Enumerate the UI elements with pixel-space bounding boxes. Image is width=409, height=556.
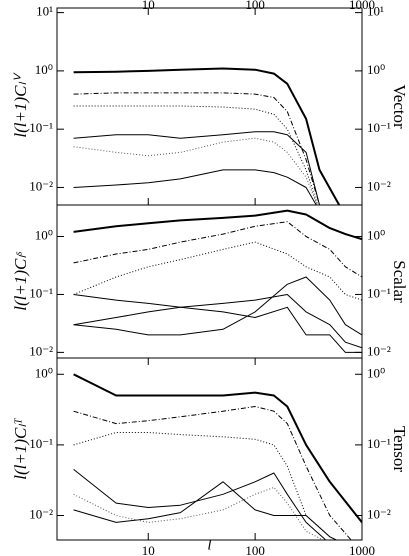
panel-title: Scalar [390,260,409,303]
plot-area [73,373,362,540]
series-line [73,406,352,540]
series-line [73,67,341,205]
series-line [73,169,317,205]
y-tick-label-right: 10⁻² [367,343,391,358]
x-tick-label: 10 [142,0,155,12]
frame [56,357,363,541]
y-tick-label-right: 10⁻¹ [367,120,391,135]
y-tick-label-right: 10¹ [367,4,384,19]
x-tick-label: 100 [245,0,265,12]
y-tick-label: 10⁰ [35,228,53,243]
plot-area [73,67,341,205]
series-line [73,209,362,241]
x-tick-label: 10 [142,543,155,556]
y-tick-label: 10⁰ [35,365,53,380]
y-tick-label: 10⁻² [29,343,53,358]
y-tick-label: 10⁻¹ [29,285,53,300]
y-tick-label: 10⁰ [35,62,53,77]
series-line [73,294,362,349]
series-line [73,469,327,540]
y-tick-label-right: 10⁰ [367,365,385,380]
y-tick-label-right: 10⁻¹ [367,436,391,451]
series-line [73,131,321,205]
y-tick-label-right: 10⁰ [367,62,385,77]
y-tick-label: 10¹ [36,4,53,19]
series-line [73,373,362,524]
y-tick-label: 10⁻¹ [29,436,53,451]
panel-title: Tensor [390,426,409,472]
y-axis-label: l(l+1)Cₗⱽ [11,72,30,138]
series-line [73,221,362,278]
series-line [73,276,362,336]
y-tick-label-right: 10⁻² [367,506,391,521]
series-line [73,105,319,205]
series-line [73,241,362,301]
x-tick-label: 1000 [349,0,375,12]
panel-title: Vector [390,84,409,129]
y-tick-label: 10⁻² [29,178,53,193]
y-tick-label: 10⁻² [29,506,53,521]
plot-area [73,209,362,353]
x-tick-label: 100 [245,543,265,556]
y-axis-label: l(l+1)Cₗˢ [11,251,30,311]
y-tick-label-right: 10⁻¹ [367,285,391,300]
y-tick-label: 10⁻¹ [29,120,53,135]
y-tick-label-right: 10⁰ [367,228,385,243]
series-line [73,137,318,205]
series-line [73,486,324,540]
series-line [73,294,362,353]
y-axis-label: l(l+1)Cₗᵀ [11,418,30,480]
y-tick-label-right: 10⁻² [367,178,391,193]
x-tick-label: 1000 [349,543,375,556]
x-axis-label: l [207,537,211,553]
series-line [73,92,321,205]
